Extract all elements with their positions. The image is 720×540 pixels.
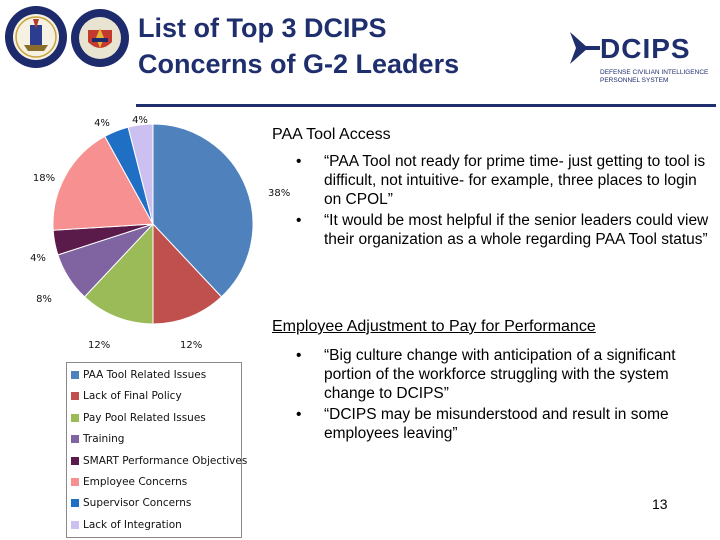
legend-label: Lack of Final Policy (83, 390, 182, 403)
pie-percent-label: 4% (30, 253, 46, 264)
paa-tool-bullets: • “PAA Tool not ready for prime time- ju… (296, 152, 716, 251)
page-title-line1: List of Top 3 DCIPS (138, 13, 387, 43)
bullet-item: • “DCIPS may be misunderstood and result… (296, 405, 716, 443)
bullet-marker: • (296, 212, 302, 229)
dcips-logo: DCIPS DEFENSE CIVILIAN INTELLIGENCE PERS… (570, 32, 709, 84)
bullet-text: “DCIPS may be misunderstood and result i… (324, 406, 669, 442)
legend-swatch (71, 478, 79, 486)
page-number: 13 (652, 496, 668, 512)
bullet-marker: • (296, 406, 302, 423)
bullet-marker: • (296, 347, 302, 364)
pie-slice-lack-of-integration (127, 123, 154, 225)
army-seal-icon (5, 6, 67, 68)
legend-item: Supervisor Concerns (71, 493, 191, 513)
legend-label: SMART Performance Objectives (83, 454, 248, 467)
bullet-item: • “PAA Tool not ready for prime time- ju… (296, 152, 716, 209)
section-title-employee-adjustment: Employee Adjustment to Pay for Performan… (272, 318, 596, 335)
pie-percent-label: 8% (36, 294, 52, 305)
legend-item: Pay Pool Related Issues (71, 408, 206, 428)
page-title: List of Top 3 DCIPS Concerns of G-2 Lead… (138, 10, 578, 82)
pie-slices (52, 123, 254, 325)
legend-label: Lack of Integration (83, 518, 182, 531)
logo-subtext-line1: DEFENSE CIVILIAN INTELLIGENCE (600, 69, 709, 76)
legend-swatch (71, 456, 79, 465)
employee-adjustment-bullets: • “Big culture change with anticipation … (296, 346, 716, 445)
pie-chart: 38% 8% 4% 18% 4% 4% (30, 115, 290, 325)
pie-percent-label: 18% (33, 173, 55, 184)
legend-label: Supervisor Concerns (83, 497, 192, 510)
legend-swatch (71, 392, 79, 401)
pie-percent-label: 12% (88, 340, 111, 351)
pie-slice-lack-of-final-policy (152, 222, 223, 325)
legend-item: PAA Tool Related Issues (71, 365, 206, 385)
pie-percent-label: 4% (132, 115, 148, 126)
pie-slice-pay-pool-related-issues (83, 222, 154, 325)
legend-label: Employee Concerns (83, 476, 188, 488)
bullet-item: • “It would be most helpful if the senio… (296, 211, 716, 249)
page-title-line2: Concerns of G-2 Leaders (138, 49, 460, 79)
legend-item: Training (71, 429, 124, 449)
legend-swatch (71, 520, 79, 529)
legend-swatch (71, 499, 79, 508)
legend-swatch (71, 371, 79, 379)
pie-percent-label: 12% (180, 340, 203, 351)
logo-subtext-line2: PERSONNEL SYSTEM (600, 77, 668, 84)
legend-swatch (71, 413, 79, 422)
legend-label: PAA Tool Related Issues (83, 369, 207, 381)
legend-item: Employee Concerns (71, 472, 187, 492)
section-title-paa-tool-access: PAA Tool Access (272, 126, 391, 143)
bullet-text: “PAA Tool not ready for prime time- just… (324, 153, 706, 208)
bullet-text: “Big culture change with anticipation of… (324, 347, 676, 402)
legend-item: Lack of Final Policy (71, 386, 182, 406)
g2-seal-icon (71, 9, 129, 67)
bullet-text: “It would be most helpful if the senior … (324, 212, 709, 248)
logo-wordmark: DCIPS (600, 33, 691, 64)
pie-slice-employee-concerns (52, 135, 154, 231)
pie-labels: 38% 8% 4% 18% 4% 4% (30, 115, 290, 305)
legend-label: Pay Pool Related Issues (83, 411, 206, 424)
legend-swatch (71, 435, 79, 444)
pie-slice-paa-tool-related-issues (152, 123, 254, 298)
chart-legend: PAA Tool Related Issues Lack of Final Pol… (66, 362, 247, 538)
legend-item: SMART Performance Objectives (71, 451, 247, 471)
pie-percent-label: 38% (268, 188, 290, 199)
legend-label: Training (83, 433, 125, 446)
bullet-item: • “Big culture change with anticipation … (296, 346, 716, 403)
legend-item: Lack of Integration (71, 515, 182, 535)
header-rule (136, 104, 716, 107)
pie-percent-label: 4% (94, 118, 110, 129)
bullet-marker: • (296, 153, 302, 170)
